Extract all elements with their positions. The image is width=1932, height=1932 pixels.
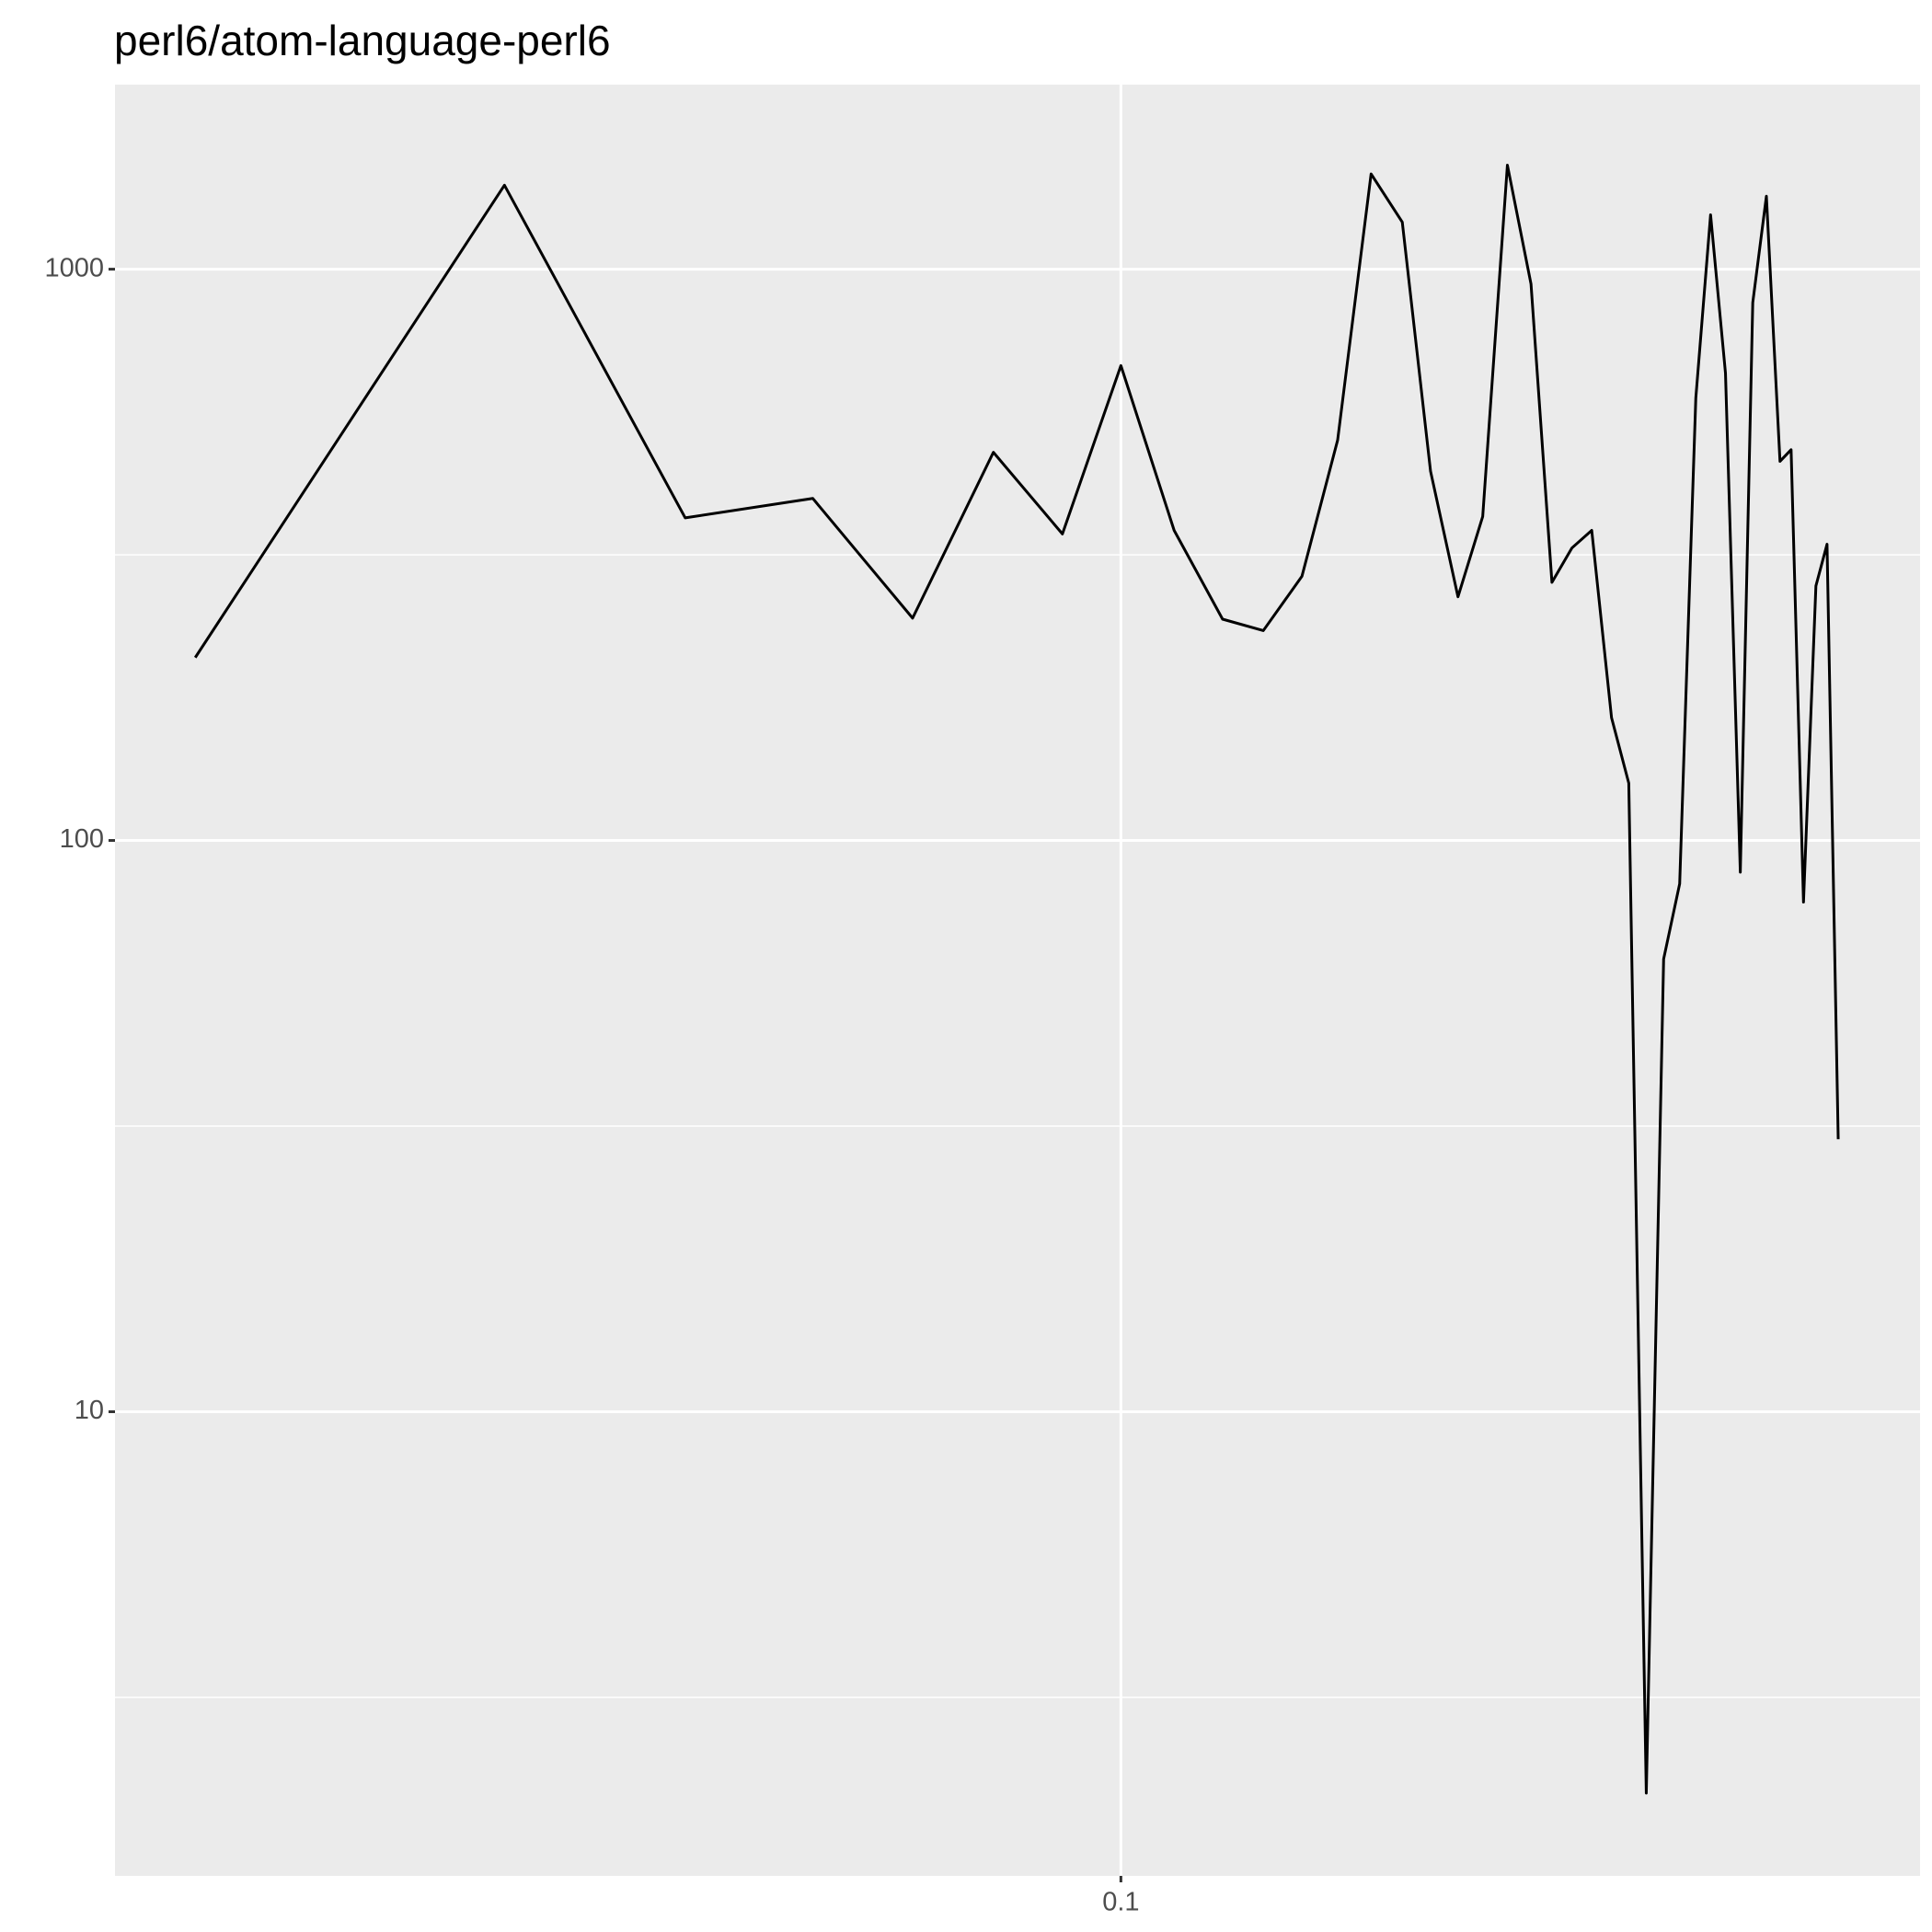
panel	[115, 85, 1920, 1876]
x-tick-label: 0.1	[1102, 1888, 1139, 1917]
y-tick-label: 10	[75, 1396, 104, 1425]
y-tick-label: 1000	[44, 253, 104, 282]
line	[193, 164, 1840, 1795]
y-tick-label: 100	[60, 824, 104, 854]
chart-title: perl6/atom-language-perl6	[114, 17, 611, 64]
